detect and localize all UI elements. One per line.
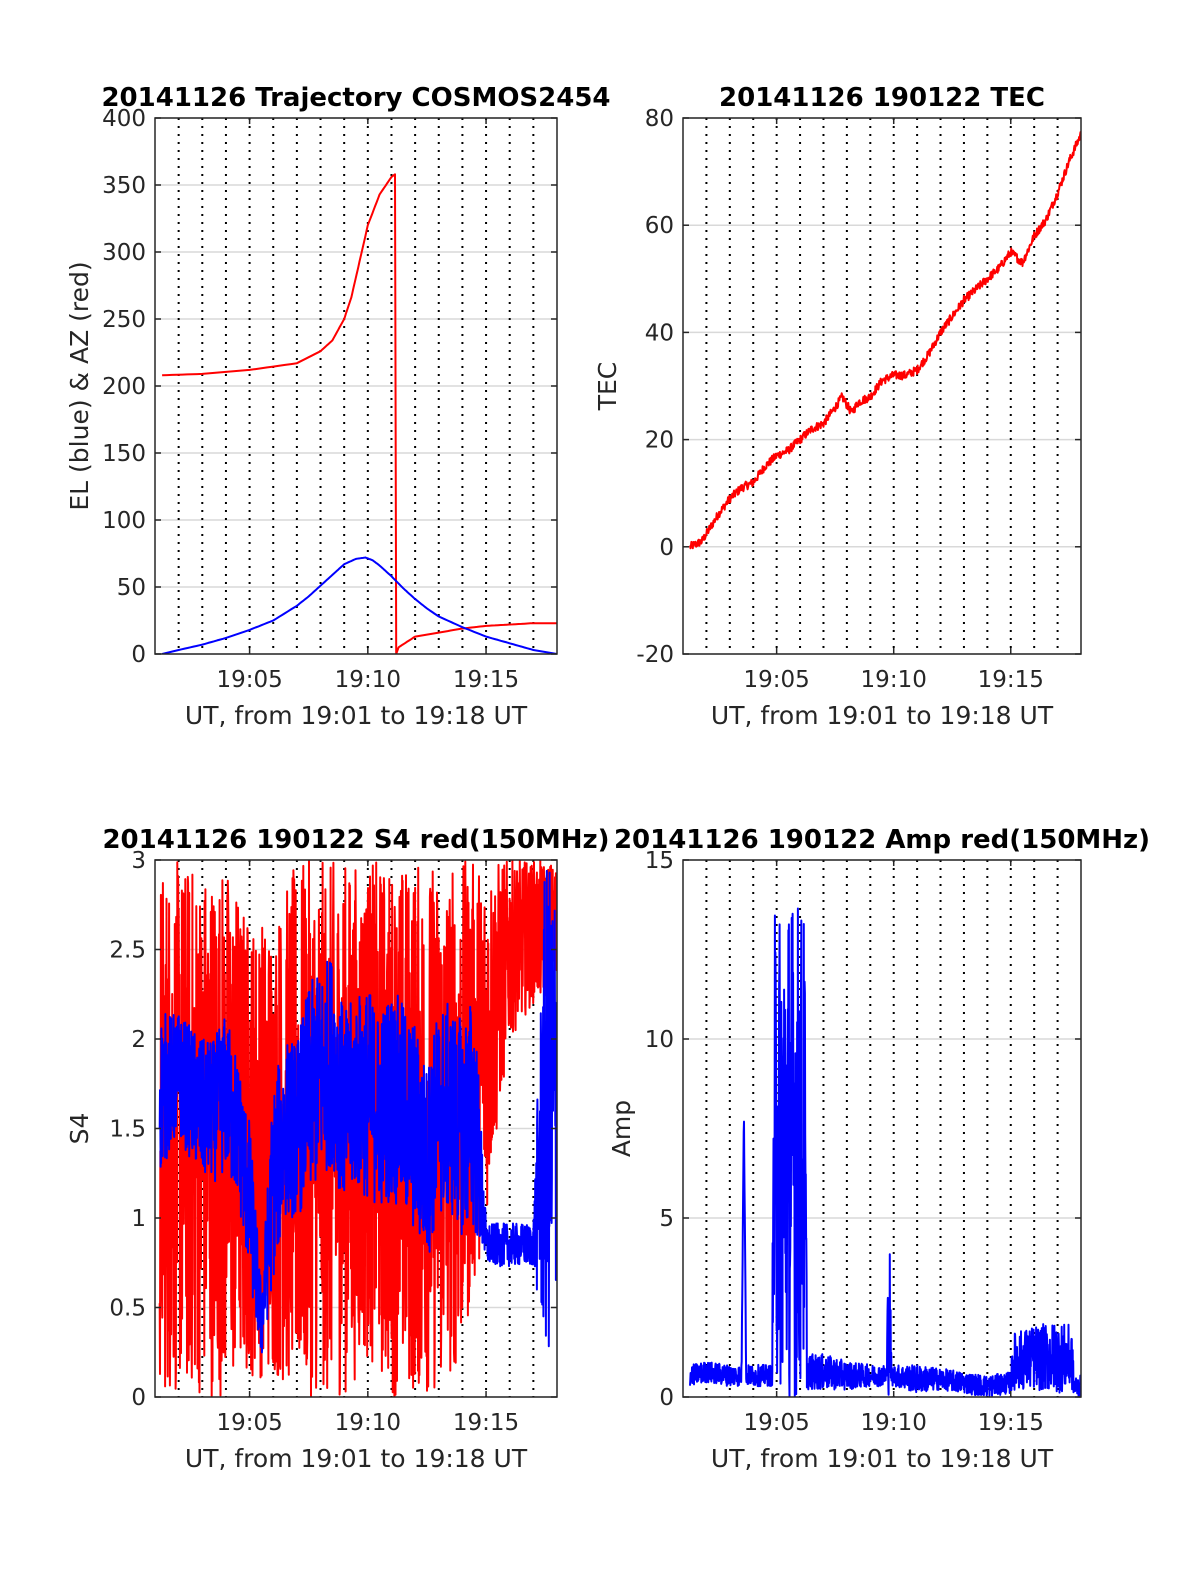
y-tick-label: 50: [117, 575, 146, 601]
series-group: [158, 860, 557, 1397]
x-tick-label: 19:15: [978, 1410, 1044, 1436]
y-tick-label: 150: [102, 441, 146, 467]
y-tick-label: 100: [102, 508, 146, 534]
x-tick-label: 19:10: [861, 1410, 927, 1436]
series-line-blue: [161, 556, 557, 654]
y-tick-label: 250: [102, 307, 146, 333]
chart-panel-4: 0 5 10 15 19:05 19:10 19:15 20141126 190122 Amp…: [607, 825, 1150, 1473]
series-group: [689, 907, 1081, 1397]
y-tick-label: 0: [659, 1385, 674, 1411]
axes-box: [682, 117, 1082, 655]
x-tick-label: 19:05: [216, 667, 282, 693]
y-tick-label: 20: [645, 428, 674, 454]
y-axis-label: S4: [65, 1113, 94, 1145]
y-tick-label: 300: [102, 240, 146, 266]
y-tick-label: 5: [659, 1206, 674, 1232]
y-tick-label: 0: [131, 1385, 146, 1411]
y-tick-label: 2.5: [109, 938, 146, 964]
y-tick-label: 10: [645, 1027, 674, 1053]
y-tick-label: 3: [131, 848, 146, 874]
chart-title: 20141126 190122 Amp red(150MHz): [614, 825, 1150, 855]
series-line-red: [689, 131, 1081, 550]
y-tick-label: 1: [131, 1206, 146, 1232]
x-tick-label: 19:05: [216, 1410, 282, 1436]
series-group: [689, 131, 1081, 550]
axes-box: [682, 859, 1082, 1398]
x-axis-label: UT, from 19:01 to 19:18 UT: [185, 1444, 528, 1473]
y-tick-label: 2: [131, 1027, 146, 1053]
y-tick-label: 1.5: [109, 1117, 146, 1143]
y-tick-label: 0: [659, 535, 674, 561]
x-tick-label: 19:15: [453, 667, 519, 693]
plot-area: [683, 860, 1081, 1397]
chart-title: 20141126 Trajectory COSMOS2454: [101, 83, 610, 113]
y-axis-label: TEC: [593, 362, 622, 412]
y-tick-label: 200: [102, 374, 146, 400]
plot-area: [683, 118, 1081, 654]
series-line-blue: [158, 869, 557, 1354]
chart-panel-1: 0 50 100 150 200 250 300 350 400 19:05 19:10 19:15 2…: [65, 83, 611, 730]
y-tick-label: 0: [131, 642, 146, 668]
y-tick-label: 80: [645, 106, 674, 132]
x-tick-label: 19:15: [453, 1410, 519, 1436]
y-tick-label: 400: [102, 106, 146, 132]
y-tick-label: 40: [645, 320, 674, 346]
y-tick-label: 15: [645, 848, 674, 874]
y-axis-label: EL (blue) & AZ (red): [65, 261, 94, 510]
y-tick-label: 0.5: [109, 1296, 146, 1322]
series-line-blue: [689, 907, 1081, 1397]
y-axis-label: Amp: [607, 1100, 636, 1157]
x-tick-label: 19:15: [978, 667, 1044, 693]
chart-panel-2: -20 0 20 40 60 80 19:05 19:10 19:15 20141126 1901…: [593, 83, 1082, 730]
x-tick-label: 19:10: [335, 1410, 401, 1436]
series-line-red: [162, 173, 557, 654]
x-axis-label: UT, from 19:01 to 19:18 UT: [185, 701, 528, 730]
y-tick-label: -20: [636, 642, 674, 668]
y-tick-label: 60: [645, 213, 674, 239]
chart-title: 20141126 190122 TEC: [719, 83, 1045, 113]
x-tick-label: 19:05: [743, 1410, 809, 1436]
x-axis-label: UT, from 19:01 to 19:18 UT: [711, 701, 1054, 730]
series-group: [161, 173, 557, 654]
x-tick-label: 19:10: [335, 667, 401, 693]
x-tick-label: 19:10: [861, 667, 927, 693]
chart-title: 20141126 190122 S4 red(150MHz): [102, 825, 609, 855]
x-axis-label: UT, from 19:01 to 19:18 UT: [711, 1444, 1054, 1473]
chart-panel-3: 0 0.5 1 1.5 2 2.5 3 19:05 19:10 19:15 20141126 190…: [65, 825, 610, 1473]
y-tick-label: 350: [102, 173, 146, 199]
x-tick-label: 19:05: [743, 667, 809, 693]
